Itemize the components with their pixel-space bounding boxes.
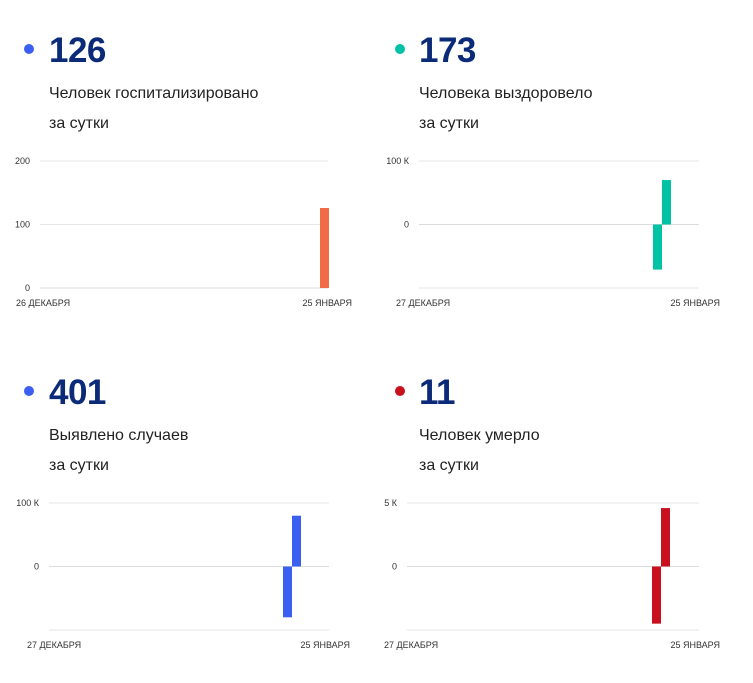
x-tick-label: 25 ЯНВАРЯ — [670, 298, 720, 308]
bullet-dot-icon — [24, 44, 34, 54]
chart-recovered: 100 К 0 27 ДЕКАБРЯ 25 ЯНВАРЯ — [386, 156, 720, 308]
bar-0 — [320, 207, 329, 288]
stat-number: 126 — [49, 31, 106, 70]
stat-label: Человека выздоровело за сутки — [419, 79, 592, 139]
stat-label-line-1: Выявлено случаев — [49, 427, 189, 444]
stat-label-line-2: за сутки — [419, 457, 479, 474]
y-tick-label: 200 — [15, 156, 30, 166]
bar-0 — [283, 566, 292, 618]
y-tick-label: 0 — [34, 562, 39, 572]
y-tick-label: 100 — [15, 220, 30, 230]
y-tick-label: 0 — [392, 562, 397, 572]
bullet-dot-icon — [395, 44, 405, 54]
stat-label-line-2: за сутки — [49, 115, 109, 132]
chart-died: 5 К 0 27 ДЕКАБРЯ 25 ЯНВАРЯ — [384, 498, 720, 650]
chart-detected: 100 К 0 27 ДЕКАБРЯ 25 ЯНВАРЯ — [16, 498, 350, 650]
stat-label-line-1: Человек умерло — [419, 427, 540, 444]
panel-died: 11 Человек умерло за сутки 5 К 0 27 ДЕКАБР… — [376, 342, 753, 683]
panel-recovered: 173 Человека выздоровело за сутки 100 К 0… — [376, 0, 753, 340]
panel-detected: 401 Выявлено случаев за сутки 100 К 0 27 Д… — [0, 342, 376, 683]
x-tick-label: 25 ЯНВАРЯ — [300, 640, 350, 650]
x-tick-label: 25 ЯНВАРЯ — [670, 640, 720, 650]
bullet-dot-icon — [395, 386, 405, 396]
x-tick-label: 27 ДЕКАБРЯ — [384, 640, 438, 650]
stat-number: 11 — [419, 373, 456, 412]
stat-label: Выявлено случаев за сутки — [49, 421, 188, 481]
stat-number: 401 — [49, 373, 106, 412]
stat-label: Человек госпитализировано за сутки — [49, 79, 258, 139]
stat-number: 173 — [419, 31, 476, 70]
bar-0 — [653, 224, 662, 270]
stat-label-line-1: Человека выздоровело — [419, 85, 593, 102]
stat-label: Человек умерло за сутки — [419, 421, 540, 481]
stat-label-line-2: за сутки — [49, 457, 109, 474]
y-tick-label: 100 К — [386, 156, 410, 166]
x-tick-label: 27 ДЕКАБРЯ — [27, 640, 81, 650]
x-tick-label: 26 ДЕКАБРЯ — [16, 298, 70, 308]
bar-0 — [652, 566, 661, 624]
x-tick-label: 25 ЯНВАРЯ — [302, 298, 352, 308]
panel-hospitalized: 126 Человек госпитализировано за сутки 2… — [0, 0, 376, 340]
bar-1 — [292, 515, 301, 567]
stat-label-line-1: Человек госпитализировано — [49, 85, 259, 102]
y-tick-label: 0 — [404, 220, 409, 230]
bar-1 — [662, 180, 671, 225]
y-tick-label: 5 К — [384, 498, 398, 508]
chart-hospitalized: 200 100 0 26 ДЕКАБРЯ 25 ЯНВАРЯ — [15, 156, 352, 308]
stat-label-line-2: за сутки — [419, 115, 479, 132]
bullet-dot-icon — [24, 386, 34, 396]
x-tick-label: 27 ДЕКАБРЯ — [396, 298, 450, 308]
bar-1 — [661, 508, 670, 567]
y-tick-label: 0 — [25, 283, 30, 293]
y-tick-label: 100 К — [16, 498, 40, 508]
